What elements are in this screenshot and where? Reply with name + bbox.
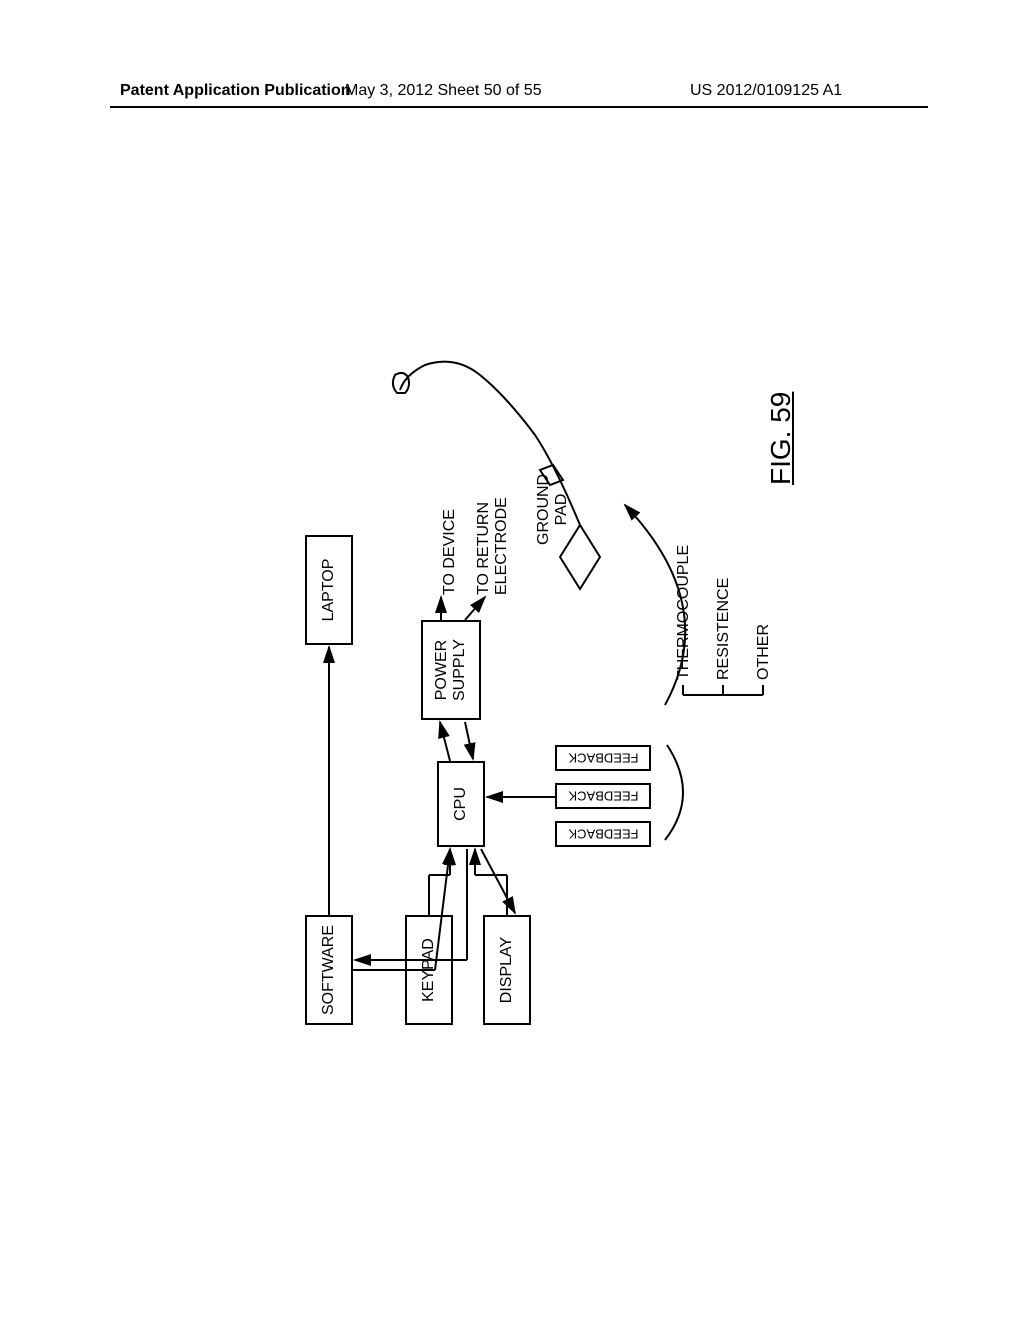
figure-59: SOFTWARE LAPTOP KEYPAD DISPLAY CPU POWER… xyxy=(105,345,875,1025)
diagram-lines xyxy=(105,345,875,1025)
header-left-text: Patent Application Publication xyxy=(120,82,351,100)
header-mid-text: May 3, 2012 Sheet 50 of 55 xyxy=(345,82,542,100)
header-rule xyxy=(110,106,928,108)
header-right-text: US 2012/0109125 A1 xyxy=(690,82,842,100)
page: Patent Application Publication May 3, 20… xyxy=(0,0,1024,1320)
